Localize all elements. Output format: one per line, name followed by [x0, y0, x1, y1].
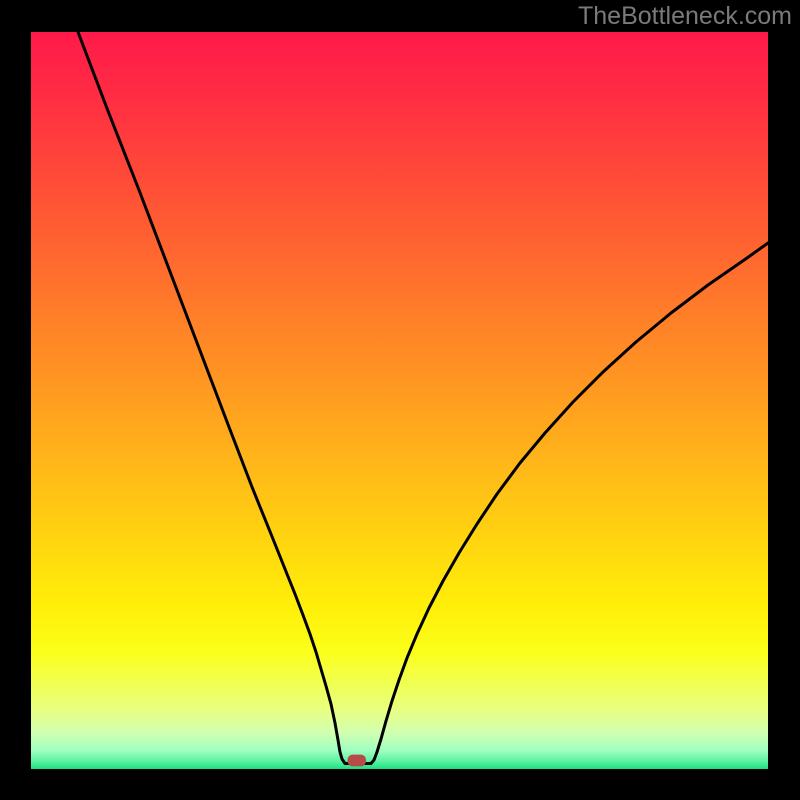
curve-path — [78, 32, 768, 764]
plot-area — [31, 32, 768, 769]
minimum-marker — [348, 755, 366, 767]
bottleneck-curve — [31, 32, 768, 769]
chart-frame: TheBottleneck.com — [0, 0, 800, 800]
watermark-text: TheBottleneck.com — [578, 2, 792, 31]
